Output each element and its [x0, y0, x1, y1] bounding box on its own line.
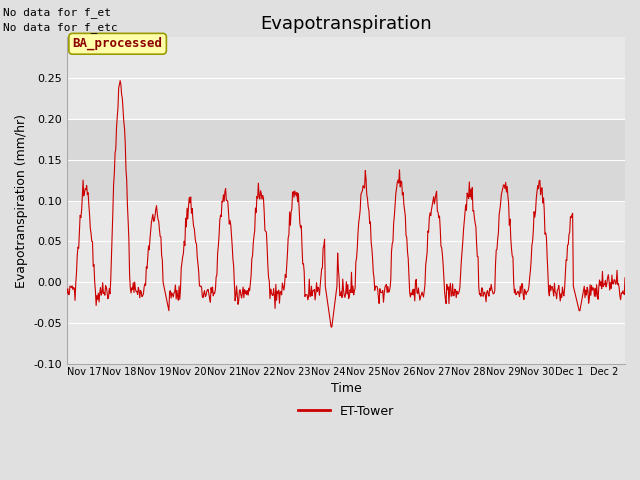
- Text: No data for f_etc: No data for f_etc: [3, 22, 118, 33]
- Text: No data for f_et: No data for f_et: [3, 7, 111, 18]
- Title: Evapotranspiration: Evapotranspiration: [260, 15, 432, 33]
- Y-axis label: Evapotranspiration (mm/hr): Evapotranspiration (mm/hr): [15, 114, 28, 288]
- Bar: [67, 119, 625, 201]
- Legend: ET-Tower: ET-Tower: [293, 400, 399, 423]
- Text: BA_processed: BA_processed: [72, 37, 163, 50]
- X-axis label: Time: Time: [331, 382, 362, 395]
